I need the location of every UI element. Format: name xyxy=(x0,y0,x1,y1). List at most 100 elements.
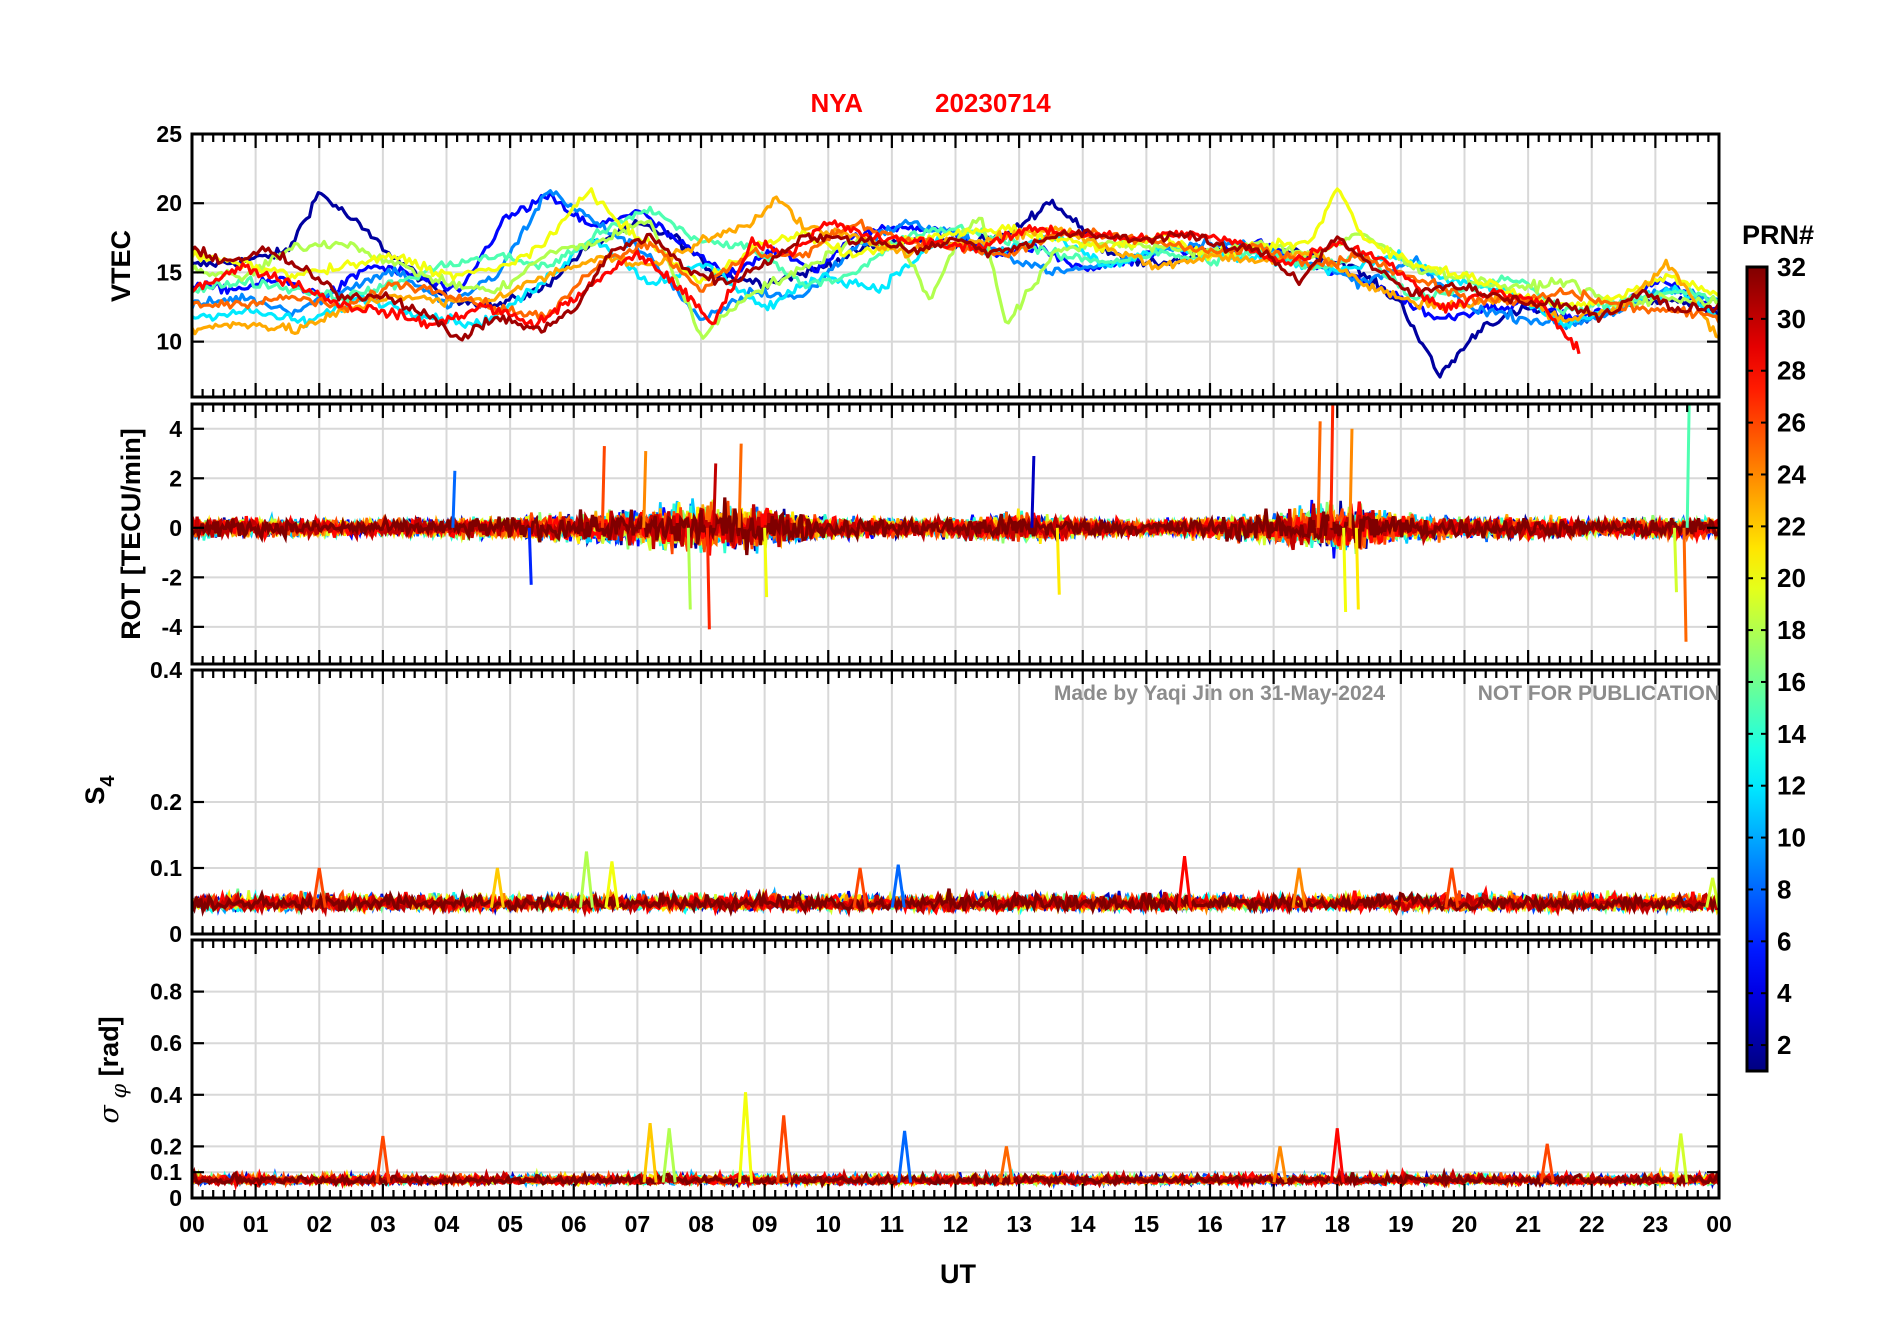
rot-spike xyxy=(712,463,718,528)
s4-spike xyxy=(489,867,505,908)
y-tick-label: 2 xyxy=(169,465,182,491)
rot-spike xyxy=(686,527,692,610)
y-ticks: -4 -2 0 2 4 xyxy=(162,416,1719,640)
sigma_phi-spike xyxy=(1539,1143,1555,1183)
y-axis-label: σ φ [rad] xyxy=(94,1016,131,1123)
colorbar-tick-label: 2 xyxy=(1777,1030,1791,1060)
rot-spike xyxy=(1316,421,1322,528)
x-ticks xyxy=(190,670,1721,934)
x-tick-label: 08 xyxy=(688,1211,714,1237)
sigma_phi-spike xyxy=(1673,1133,1689,1183)
y-tick-label: 0.6 xyxy=(150,1030,182,1056)
y-tick-label: 0.8 xyxy=(150,979,182,1005)
rot-spike xyxy=(1329,404,1335,528)
y-ticks: 00.10.2 0.4 0.6 0.8 xyxy=(150,979,1719,1211)
y-axis-label: S4 xyxy=(80,775,119,805)
rot-spike xyxy=(1030,455,1036,528)
colorbar-tick-label: 26 xyxy=(1777,408,1806,438)
x-tick-label: 07 xyxy=(625,1211,651,1237)
rot-panel: -4 -2 0 2 4 ROT [TECU/min] xyxy=(116,402,1721,666)
rot-spike xyxy=(600,446,606,528)
x-tick-label: 02 xyxy=(306,1211,332,1237)
x-tick-label: 04 xyxy=(434,1211,460,1237)
x-tick-label: 16 xyxy=(1197,1211,1223,1237)
rot-spike xyxy=(1342,527,1348,613)
vtec-panel: 10 15 20 25 VTEC xyxy=(106,121,1721,399)
x-axis-label: UT xyxy=(940,1259,976,1289)
x-tick-label: 00 xyxy=(1706,1211,1732,1237)
sigma_phi-spike xyxy=(776,1115,792,1183)
title-date: 20230714 xyxy=(935,88,1051,118)
vtec-series-prn-20 xyxy=(192,187,1719,310)
y-tick-label: 0.1 xyxy=(150,855,182,881)
y-axis-label: ROT [TECU/min] xyxy=(116,428,146,639)
sigma_phi-spike xyxy=(642,1123,658,1183)
s4-series-prn-32 xyxy=(192,888,1719,917)
x-tick-label: 21 xyxy=(1515,1211,1541,1237)
x-tick-label: 18 xyxy=(1324,1211,1350,1237)
colorbar-tick-label: 24 xyxy=(1777,459,1806,489)
x-tick-label: 12 xyxy=(943,1211,969,1237)
x-tick-label: 14 xyxy=(1070,1211,1096,1237)
x-ticks xyxy=(190,940,1721,1198)
s4-spike xyxy=(1444,867,1460,908)
x-tick-label: 15 xyxy=(1134,1211,1160,1237)
sigma_phi-spike xyxy=(375,1135,391,1183)
s4-spike xyxy=(578,851,594,908)
rot-spike xyxy=(642,451,648,528)
x-tick-label: 05 xyxy=(497,1211,523,1237)
colorbar-tick-label: 28 xyxy=(1777,356,1806,386)
series-group xyxy=(192,851,1719,918)
sigma_phi-spike xyxy=(1272,1146,1288,1183)
sigma_phi-spike xyxy=(1329,1128,1345,1183)
rot-spike xyxy=(737,443,743,528)
y-tick-label: 0.2 xyxy=(150,789,182,815)
y-ticks: 10 15 20 25 xyxy=(156,121,1719,355)
y-ticks: 0 0.1 0.2 0.4 xyxy=(150,657,1719,947)
y-tick-label: 20 xyxy=(156,190,182,216)
x-tick-label: 00 xyxy=(179,1211,205,1237)
y-tick-label: 0.1 xyxy=(150,1159,182,1185)
s4-spike xyxy=(852,867,868,908)
s4-panel: 0 0.1 0.2 0.4 S4 xyxy=(80,657,1721,947)
series-group xyxy=(192,404,1719,642)
colorbar-tick-label: 6 xyxy=(1777,926,1791,956)
rot-spike xyxy=(527,527,533,585)
rot-spike xyxy=(1682,527,1688,642)
y-tick-label: -4 xyxy=(162,614,183,640)
y-tick-label: 0 xyxy=(169,515,182,541)
colorbar-tick-label: 14 xyxy=(1777,719,1806,749)
x-tick-label: 23 xyxy=(1643,1211,1669,1237)
y-tick-label: 15 xyxy=(156,259,182,285)
y-tick-label: 0 xyxy=(169,921,182,947)
x-tick-label: 06 xyxy=(561,1211,587,1237)
colorbar-gradient xyxy=(1745,265,1769,1073)
watermark-note: NOT FOR PUBLICATION xyxy=(1478,682,1720,705)
sigma_phi-spike xyxy=(661,1128,677,1183)
colorbar-tick-label: 8 xyxy=(1777,874,1791,904)
rot-series-prn-32 xyxy=(192,497,1719,556)
s4-spike xyxy=(311,867,327,908)
y-tick-label: -2 xyxy=(162,564,182,590)
colorbar-tick-label: 30 xyxy=(1777,304,1806,334)
x-tick-label: 19 xyxy=(1388,1211,1414,1237)
sigma-phi-panel: 00.10.20.40.60.8σ φ [rad]00 01 02 03 04 05 06 0… xyxy=(94,938,1732,1237)
series-group xyxy=(192,1092,1719,1191)
x-tick-label: 10 xyxy=(815,1211,841,1237)
x-tick-label: 20 xyxy=(1452,1211,1478,1237)
x-tick-label: 11 xyxy=(880,1211,905,1237)
x-tick-label: 03 xyxy=(370,1211,396,1237)
colorbar-tick-label: 4 xyxy=(1777,978,1792,1008)
rot-spike xyxy=(1348,428,1354,528)
y-tick-label: 10 xyxy=(156,329,182,355)
rot-spike xyxy=(451,470,457,528)
grid xyxy=(191,940,1720,1199)
vtec-series-prn-31 xyxy=(192,228,1719,342)
s4-spike xyxy=(890,864,906,908)
series-group xyxy=(192,187,1719,379)
colorbar-tick-label: 16 xyxy=(1777,667,1806,697)
rot-spike xyxy=(705,527,711,630)
sigma_phi-spike xyxy=(738,1092,754,1183)
sigma_phi-series-prn-32 xyxy=(192,1166,1719,1189)
